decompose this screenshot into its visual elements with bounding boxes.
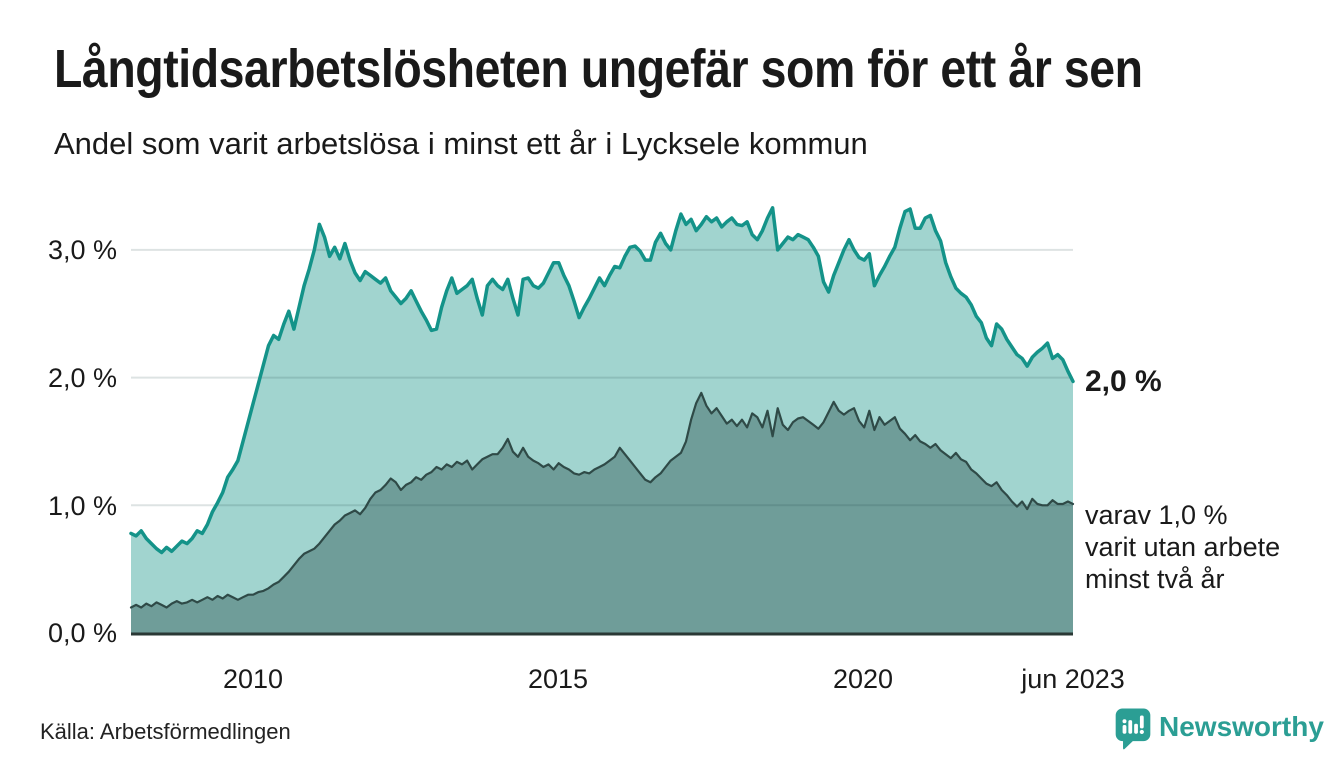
x-axis-label-jun-2023: jun 2023: [1021, 664, 1125, 694]
brand-wordmark: Newsworthy: [1159, 711, 1324, 742]
brand-logo: Newsworthy: [1115, 708, 1324, 752]
y-axis-label-1: 1,0 %: [47, 491, 117, 521]
newsworthy-speech-bubble-icon: [1115, 708, 1151, 750]
x-axis-label-2010: 2010: [222, 664, 284, 694]
page-subtitle: Andel som varit arbetslösa i minst ett å…: [54, 126, 868, 161]
x-axis-label-2020: 2020: [832, 664, 894, 694]
series-end-value-label: 2,0 %: [1085, 365, 1162, 398]
series2-note-line2: varit utan arbete: [1085, 532, 1281, 562]
series2-note: varav 1,0 % varit utan arbete minst två …: [1085, 499, 1280, 595]
y-axis-label-3: 3,0 %: [47, 235, 117, 265]
page-title: Långtidsarbetslösheten ungefär som för e…: [54, 39, 1143, 99]
source-note: Källa: Arbetsförmedlingen: [40, 719, 291, 744]
y-axis-label-2: 2,0 %: [47, 363, 117, 393]
y-axis-label-0: 0,0 %: [47, 618, 117, 648]
series2-note-line3: minst två år: [1085, 564, 1225, 594]
series2-note-line1: varav 1,0 %: [1085, 500, 1228, 530]
x-axis-label-2015: 2015: [527, 664, 589, 694]
